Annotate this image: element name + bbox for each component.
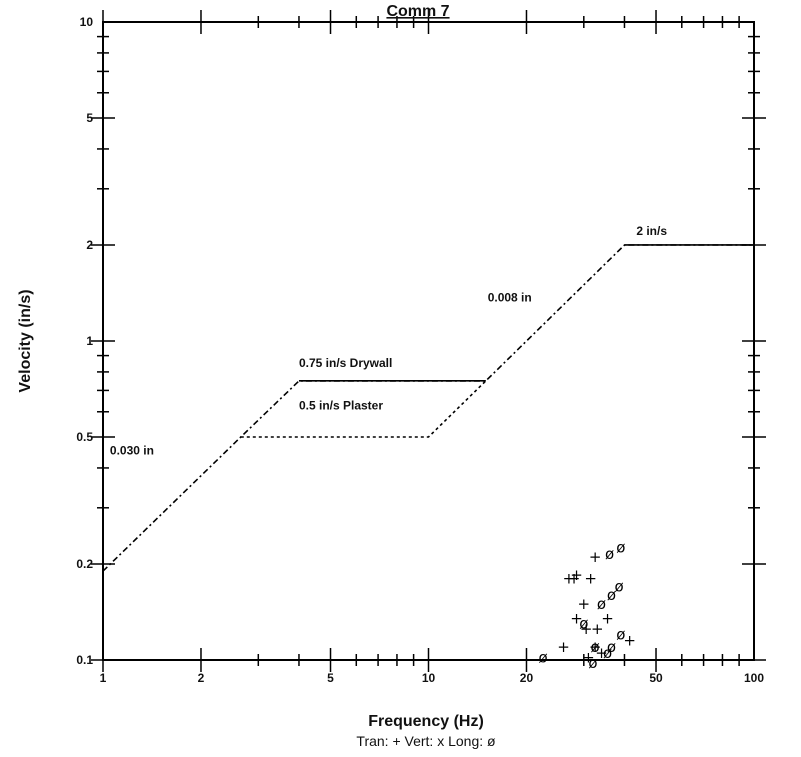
y-tick-label: 5: [86, 111, 93, 125]
data-point-long: ø: [614, 577, 623, 595]
axes: 1 2 5 10 20 50 100 0.1 0.2 0.5 1 2 5 10: [76, 10, 766, 685]
annotation-label: 0.008 in: [488, 290, 532, 304]
data-point-long: ø: [616, 539, 625, 557]
x-tick-label: 2: [198, 671, 205, 685]
plot-frame: [102, 21, 755, 661]
chart-text: Comm 7 Frequency (Hz) Velocity (in/s) Tr…: [17, 3, 496, 749]
annotation-label: 0.030 in: [110, 444, 154, 458]
annotation-label: 0.5 in/s Plaster: [299, 398, 383, 412]
data-point-long: ø: [539, 648, 548, 666]
data-point-tran: +: [623, 632, 636, 650]
x-tick-label: 50: [649, 671, 663, 685]
data-point-tran: +: [589, 548, 602, 566]
data-point-tran: +: [584, 570, 597, 588]
x-tick-label: 1: [100, 671, 107, 685]
data-point-long: ø: [607, 586, 616, 604]
y-tick-label: 1: [86, 334, 93, 348]
data-point-tran: +: [595, 644, 608, 662]
data-point-tran: +: [570, 609, 583, 627]
x-tick-label: 5: [327, 671, 334, 685]
x-tick-label: 100: [744, 671, 764, 685]
x-tick-label: 10: [422, 671, 436, 685]
y-tick-label: 0.1: [76, 653, 93, 667]
data-point-long: ø: [597, 595, 606, 613]
data-point-long: ø: [603, 644, 612, 662]
data-point-tran: +: [582, 648, 595, 666]
data-point-long: ø: [605, 545, 614, 563]
data-point-tran: +: [601, 609, 614, 627]
data-point-long: ø: [588, 654, 597, 672]
y-tick-label: 0.2: [76, 557, 93, 571]
x-axis-label: Frequency (Hz): [368, 713, 484, 730]
annotation-label: 2 in/s: [636, 224, 667, 238]
data-point-long: ø: [616, 626, 625, 644]
annotation-label: 0.75 in/s Drywall: [299, 356, 392, 370]
data-point-tran: +: [570, 566, 583, 584]
chart-title: Comm 7: [386, 3, 449, 20]
criteria-line-plaster: [240, 380, 487, 438]
data-point-tran: +: [557, 638, 570, 656]
criteria-line-drywall: [102, 244, 754, 572]
data-point-tran: +: [578, 595, 591, 613]
x-tick-label: 20: [520, 671, 534, 685]
y-tick-label: 2: [86, 238, 93, 252]
y-tick-label: 0.5: [76, 430, 93, 444]
y-tick-label: 10: [80, 15, 94, 29]
y-axis-label: Velocity (in/s): [17, 289, 34, 392]
data-point-tran: +: [589, 638, 602, 656]
data-point-tran: +: [591, 620, 604, 638]
data-point-long: ø: [607, 638, 616, 656]
data-point-long: ø: [591, 638, 600, 656]
criteria-lines: 0.030 in 0.75 in/s Drywall 0.5 in/s Plaste…: [102, 224, 754, 572]
data-point-tran: +: [568, 570, 581, 588]
legend: Tran: + Vert: x Long: ø: [356, 733, 496, 749]
data-point-long: ø: [579, 615, 588, 633]
data-point-tran: +: [563, 570, 576, 588]
data-point-tran: +: [580, 620, 593, 638]
